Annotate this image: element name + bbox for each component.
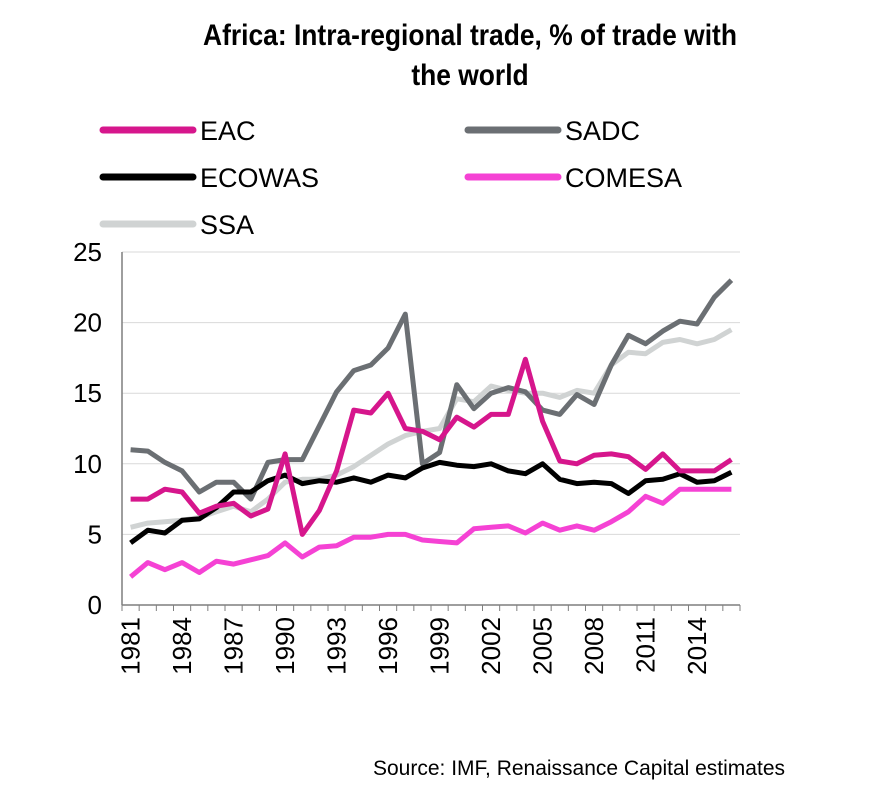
x-tick-label: 1990: [270, 617, 300, 675]
series-line-ecowas: [129, 459, 733, 545]
x-tick-label: 1981: [116, 617, 146, 675]
gridlines: [122, 251, 740, 535]
series-line-ssa: [130, 327, 733, 530]
chart-title: Africa: Intra-regional trade, % of trade…: [109, 16, 831, 96]
y-tick-label: 5: [88, 519, 102, 549]
legend-label-sadc: SADC: [565, 116, 640, 146]
x-tick-label: 1996: [373, 617, 403, 675]
source-note: Source: IMF, Renaissance Capital estimat…: [372, 757, 785, 780]
x-tick-label: 2014: [682, 617, 712, 675]
y-tick-label: 15: [73, 378, 102, 408]
legend-label-ssa: SSA: [200, 210, 254, 240]
x-tick-label: 1993: [322, 617, 352, 675]
legend-label-ecowas: ECOWAS: [200, 163, 319, 193]
legend: EAC SADC ECOWAS COMESA SSA: [99, 116, 682, 240]
legend-label-eac: EAC: [200, 116, 256, 146]
y-tick-label: 20: [73, 308, 102, 338]
y-tick-label: 25: [73, 237, 102, 267]
x-tick-label: 2002: [476, 617, 506, 675]
x-tick-label: 2005: [528, 617, 558, 675]
chart-title-line-1: Africa: Intra-regional trade, % of trade…: [203, 19, 737, 52]
y-tick-label: 0: [88, 590, 102, 620]
y-tick-label: 10: [73, 449, 102, 479]
x-tick-label: 1984: [167, 617, 197, 675]
series-lines: [129, 278, 734, 579]
x-axis-tick-labels: 1981 1984 1987 1990 1993 1996 1999 2002 2005 2008…: [116, 617, 712, 675]
series-line-eac: [130, 356, 733, 537]
legend-label-comesa: COMESA: [565, 163, 682, 193]
series-line-comesa: [129, 486, 732, 579]
axes: [121, 252, 741, 611]
x-tick-label: 1999: [425, 617, 455, 675]
series-line-sadc: [130, 278, 734, 502]
x-tick-label: 2011: [631, 617, 661, 673]
x-tick-label: 2008: [579, 617, 609, 675]
chart-title-line-2: the world: [411, 59, 529, 92]
x-tick-label: 1987: [219, 617, 249, 675]
y-axis-tick-labels: 0 5 10 15 20 25: [73, 237, 102, 620]
